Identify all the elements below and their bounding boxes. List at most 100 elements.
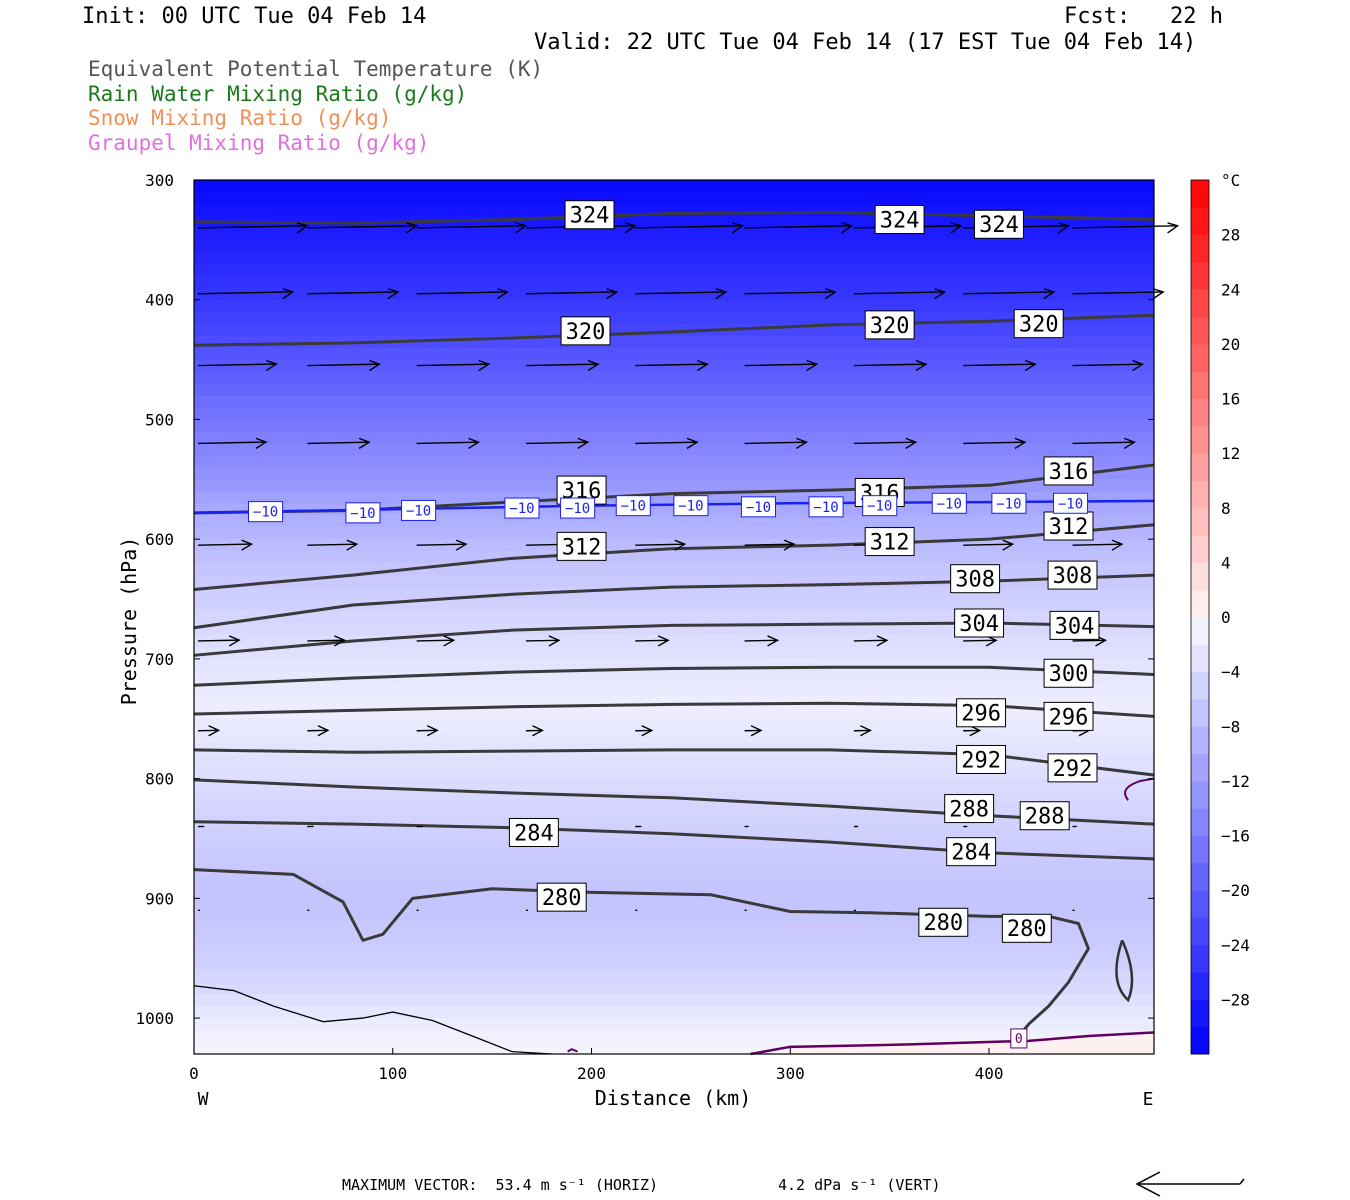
colorbar-tick-label: −16 [1221, 827, 1250, 846]
colorbar-tick-label: −24 [1221, 936, 1250, 955]
y-tick-label: 600 [145, 530, 174, 549]
temperature-label: −10 [678, 499, 703, 515]
temperature-label: −10 [937, 496, 962, 512]
theta-e-label-box [946, 837, 997, 867]
wind-vector-head [1043, 288, 1056, 300]
theta-e-label: 300 [1049, 662, 1089, 687]
theta-e-label-box [956, 698, 1007, 728]
wind-vector-head [1132, 359, 1145, 372]
temperature-label: −10 [509, 501, 534, 517]
wind-vector-head [1014, 437, 1027, 449]
colorbar-unit: °C [1221, 171, 1240, 190]
wind-vector-head [317, 725, 330, 737]
colorbar-cell [1191, 644, 1209, 673]
wind-vector [744, 225, 852, 229]
x-axis-label: Distance (km) [595, 1086, 752, 1110]
theta-e-label-box [1043, 701, 1094, 731]
theta-e-label-box [1013, 309, 1064, 339]
wind-vector [635, 225, 743, 229]
temperature-band [194, 383, 1154, 397]
temperature-band [194, 323, 1154, 337]
temperature-band [194, 287, 1154, 301]
theta-e-label: 304 [1055, 614, 1095, 639]
wind-vector [307, 363, 380, 367]
wind-vector [1072, 291, 1164, 295]
theta-e-label-box [864, 310, 915, 340]
temperature-band [194, 419, 1154, 433]
field-label-theta-e: Equivalent Potential Temperature (K) [88, 57, 544, 81]
temperature-band [194, 180, 1154, 193]
theta-e-label-box [1049, 610, 1100, 640]
temperature-band [194, 730, 1154, 744]
temperature-label: −10 [565, 501, 590, 517]
y-tick-label: 800 [145, 770, 174, 789]
wind-vector-head [532, 725, 544, 737]
theta-e-label: 312 [1049, 515, 1089, 540]
colorbar-tick-label: −28 [1221, 990, 1250, 1009]
temperature-label: −10 [621, 499, 646, 515]
theta-e-label-box [508, 818, 559, 848]
temperature-label: −10 [746, 500, 771, 516]
wind-vector-head [624, 222, 637, 234]
colorbar-cell [1191, 617, 1209, 645]
colorbar-cell [1191, 343, 1209, 372]
theta-e-label: 308 [1053, 564, 1093, 589]
wind-vector-head [657, 635, 670, 647]
wind-vector-head [783, 539, 796, 551]
temperature-band [194, 587, 1154, 600]
temperature-label: −10 [350, 506, 375, 522]
wind-vector [416, 441, 479, 445]
temperature-band [194, 862, 1154, 876]
wind-vector-head [228, 635, 241, 647]
freezing-contour-line [567, 1048, 578, 1053]
wind-vector [307, 543, 357, 546]
wind-vector [963, 441, 1026, 445]
colorbar-tick-label: 0 [1221, 608, 1231, 627]
x-tick-label: 400 [975, 1064, 1004, 1083]
wind-vector-head [696, 359, 709, 372]
temperature-band [194, 706, 1154, 720]
y-tick-label: 500 [145, 410, 174, 429]
temperature-band [194, 275, 1154, 289]
temperature-band [194, 802, 1154, 816]
wind-vector [963, 639, 997, 642]
theta-e-label-box [1043, 511, 1094, 541]
temperature-label-box [740, 496, 776, 518]
colorbar-tick-label: 12 [1221, 444, 1240, 463]
wind-vector [525, 291, 617, 295]
wind-vector-head [841, 222, 854, 234]
colorbar-tick-label: 28 [1221, 226, 1240, 245]
wind-vector [197, 441, 266, 445]
temperature-band [194, 575, 1154, 588]
wind-vector-head [241, 539, 254, 551]
wind-vector [744, 639, 778, 642]
field-label-graupel: Graupel Mixing Ratio (g/kg) [88, 131, 430, 155]
temperature-band [194, 347, 1154, 361]
colorbar-cell [1191, 398, 1209, 427]
temperature-label-box [560, 497, 596, 519]
y-tick-label: 400 [145, 291, 174, 310]
colorbar-cell [1191, 917, 1209, 946]
colorbar-tick-label: −20 [1221, 881, 1250, 900]
wind-vector [197, 639, 240, 642]
theta-e-label-box [560, 316, 611, 346]
reference-vector-head [1135, 1171, 1161, 1197]
wind-vector [197, 291, 293, 295]
wind-vector-head [1002, 539, 1015, 551]
theta-e-closed-contour [1115, 939, 1134, 1003]
temperature-label-box [615, 495, 651, 517]
colorbar-cell [1191, 698, 1209, 727]
theta-e-label: 324 [979, 213, 1019, 238]
colorbar-tick-label: 24 [1221, 280, 1240, 299]
max-vector-vert: 4.2 dPa s⁻¹ (VERT) [778, 1176, 941, 1194]
temperature-band [194, 970, 1154, 983]
temperature-label: −10 [996, 496, 1021, 512]
theta-e-label-box [864, 527, 915, 557]
x-end-label-west: W [198, 1089, 209, 1110]
theta-e-label: 280 [542, 886, 582, 911]
temperature-label-box [862, 495, 898, 517]
theta-e-label-box [956, 744, 1007, 774]
theta-e-label: 288 [949, 797, 989, 822]
colorbar-tick-label: 20 [1221, 335, 1240, 354]
